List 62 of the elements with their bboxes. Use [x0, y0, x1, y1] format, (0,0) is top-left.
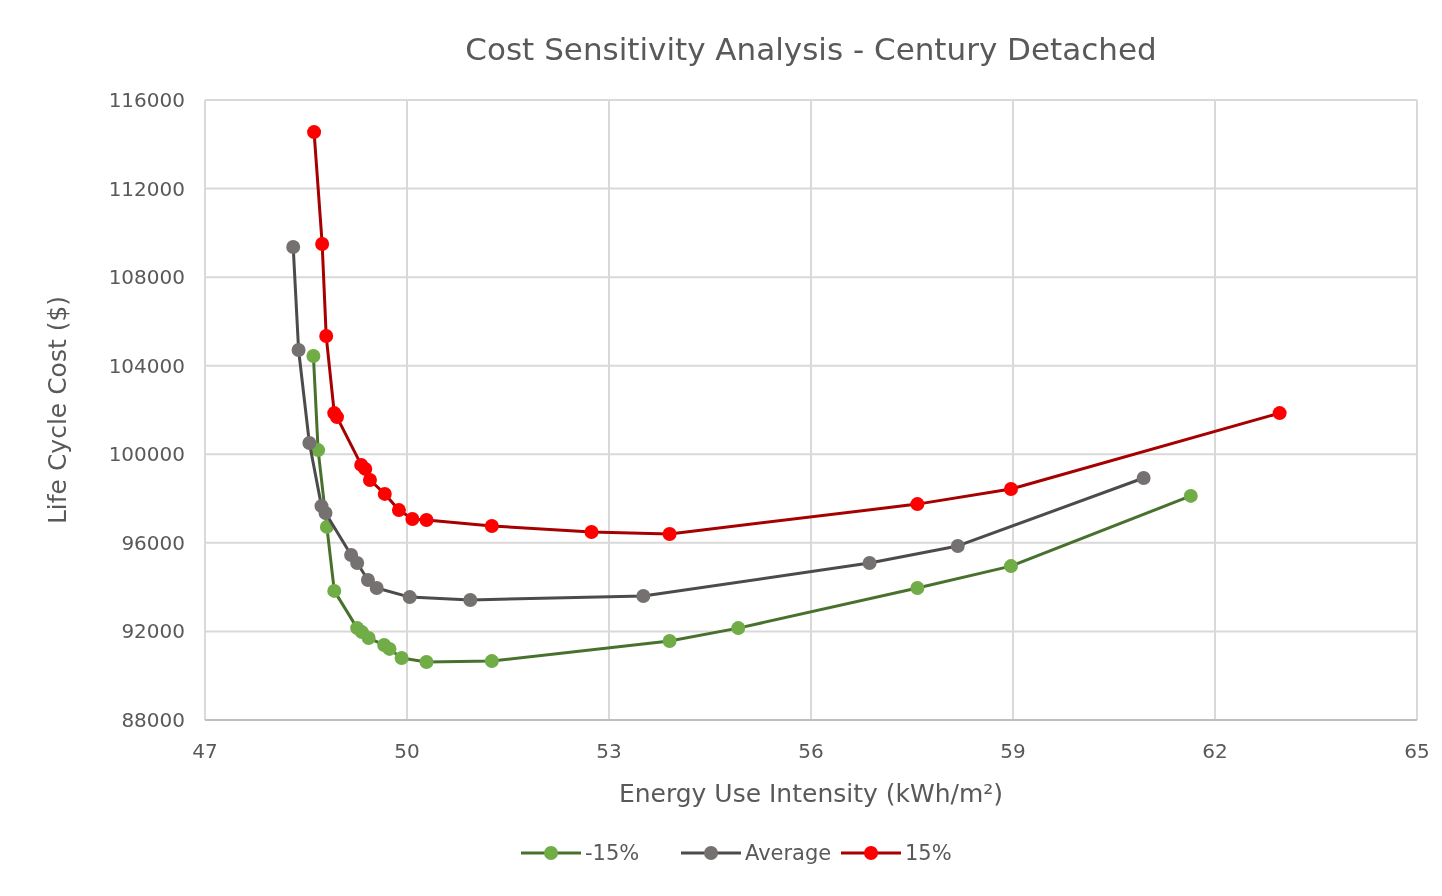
chart-title: Cost Sensitivity Analysis - Century Detached [465, 31, 1157, 67]
point [910, 497, 925, 512]
point [910, 581, 925, 596]
x-tick-label: 65 [1404, 739, 1430, 763]
point [862, 556, 877, 571]
point [662, 527, 677, 541]
point [394, 651, 409, 665]
point [286, 240, 301, 255]
y-tick-label: 112000 [108, 176, 185, 201]
point [484, 519, 499, 534]
point [1136, 470, 1151, 485]
point [302, 435, 317, 450]
y-tick-label: 104000 [108, 353, 185, 378]
legend-label: 15% [905, 841, 952, 866]
point [419, 513, 434, 528]
point [463, 592, 478, 607]
y-axis-title: Life Cycle Cost ($) [43, 295, 72, 525]
point [361, 631, 376, 646]
point [327, 583, 342, 598]
point [950, 538, 965, 553]
point [391, 503, 406, 518]
point [318, 505, 333, 520]
y-tick-label: 116000 [108, 88, 185, 112]
point [1003, 482, 1018, 497]
point [402, 590, 417, 605]
y-tick-label: 88000 [121, 708, 185, 732]
point [382, 641, 397, 656]
y-tick-label: 108000 [108, 265, 185, 290]
point [377, 486, 392, 501]
point [306, 348, 321, 363]
point [1183, 488, 1198, 503]
point [662, 633, 677, 648]
x-tick-label: 59 [1000, 739, 1026, 763]
y-tick-label: 96000 [121, 530, 185, 555]
point [405, 511, 420, 526]
legend-label: Average [745, 841, 832, 866]
point [731, 621, 746, 636]
point [291, 342, 306, 357]
legend-label: -15% [585, 841, 640, 866]
x-tick-label: 62 [1202, 739, 1228, 763]
point [362, 472, 377, 487]
x-tick-label: 47 [192, 739, 218, 763]
point [350, 556, 365, 571]
point [636, 589, 651, 603]
point [319, 329, 334, 344]
point [1272, 406, 1287, 421]
point [419, 654, 434, 669]
point [369, 581, 384, 596]
point [358, 461, 373, 476]
x-tick-label: 53 [596, 739, 622, 763]
point [315, 236, 330, 251]
x-tick-label: 50 [394, 739, 420, 763]
point [307, 125, 322, 140]
x-tick-label: 56 [798, 739, 824, 763]
point [584, 525, 599, 540]
point [329, 410, 344, 425]
point [484, 654, 499, 669]
y-tick-label: 92000 [121, 619, 185, 644]
point [360, 573, 375, 588]
point [1003, 559, 1018, 574]
y-tick-label: 100000 [108, 442, 185, 467]
x-axis-title: Energy Use Intensity (kWh/m²) [618, 779, 1004, 808]
